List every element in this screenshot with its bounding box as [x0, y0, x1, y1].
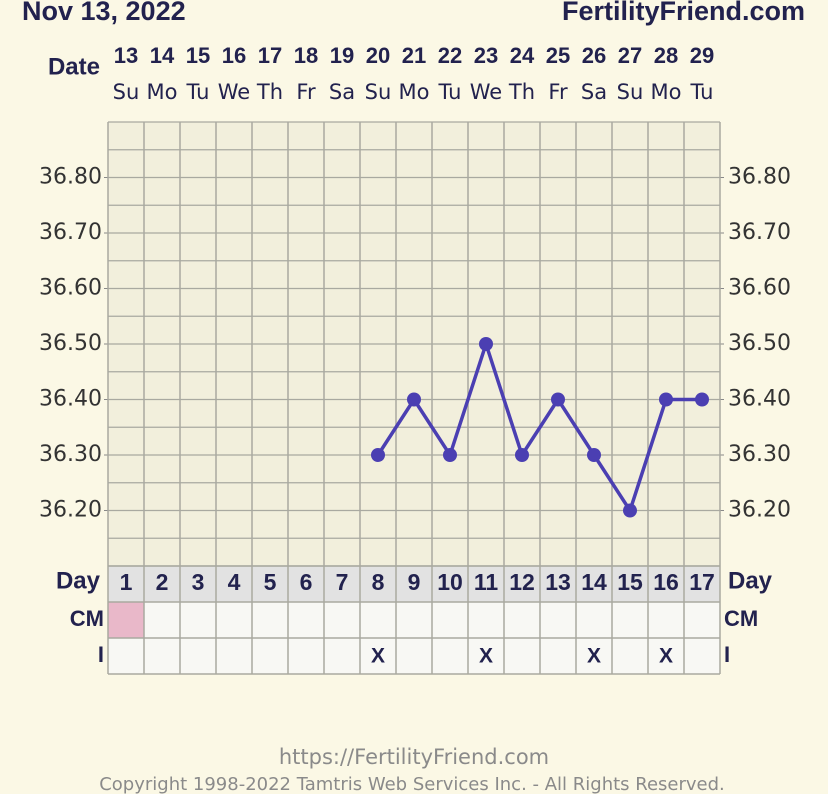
day-label: Day — [728, 567, 773, 594]
site-name: FertilityFriend.com — [562, 0, 805, 26]
temp-point — [407, 392, 421, 407]
weekday-label: Tu — [186, 80, 210, 104]
temp-point — [623, 503, 637, 518]
temp-point — [551, 392, 565, 407]
date-label: 25 — [546, 43, 570, 68]
intercourse-mark: X — [371, 645, 385, 668]
date-label: 29 — [690, 43, 714, 68]
date-label: 28 — [654, 43, 678, 68]
weekday-label: We — [470, 80, 502, 104]
temp-point — [479, 337, 493, 351]
y-tick-label: 36.70 — [728, 220, 791, 245]
day-number: 16 — [653, 569, 679, 595]
date-label: 24 — [510, 43, 535, 68]
day-number: 9 — [408, 569, 421, 595]
weekday-label: Th — [256, 80, 283, 104]
weekday-label: Su — [113, 80, 140, 104]
date-label: 26 — [582, 43, 606, 68]
date-label: 21 — [402, 43, 426, 68]
temp-point — [515, 448, 529, 462]
weekday-label: Mo — [651, 80, 682, 104]
weekday-label: Sa — [581, 80, 607, 104]
day-number: 6 — [300, 569, 313, 595]
day-number: 8 — [372, 569, 385, 595]
day-number: 14 — [581, 569, 607, 595]
weekday-label: Su — [365, 80, 392, 104]
day-number: 13 — [545, 569, 571, 595]
date-label: 27 — [618, 43, 642, 68]
footer-url: https://FertilityFriend.com — [279, 745, 549, 769]
day-row — [108, 566, 720, 602]
weekday-label: Su — [617, 80, 644, 104]
y-tick-label: 36.80 — [728, 165, 791, 190]
intercourse-mark: X — [659, 645, 673, 668]
date-label: 13 — [114, 43, 138, 68]
footer-copyright: Copyright 1998-2022 Tamtris Web Services… — [99, 774, 725, 794]
day-number: 1 — [120, 569, 133, 595]
day-number: 17 — [689, 569, 715, 595]
date-label: 20 — [366, 43, 390, 68]
y-tick-label: 36.50 — [728, 331, 791, 356]
weekday-label: Tu — [438, 80, 462, 104]
weekday-label: Tu — [690, 80, 714, 104]
day-label: Day — [56, 567, 101, 594]
y-tick-label: 36.70 — [39, 220, 102, 245]
date-label: 22 — [438, 43, 462, 68]
cm-label: CM — [70, 606, 104, 631]
intercourse-mark: X — [479, 645, 493, 668]
temp-point — [659, 392, 673, 407]
date-label: 23 — [474, 43, 498, 68]
weekday-label: Fr — [548, 80, 568, 104]
day-number: 10 — [437, 569, 463, 595]
temp-point — [371, 448, 385, 462]
day-number: 15 — [617, 569, 643, 595]
weekday-label: Th — [508, 80, 535, 104]
weekday-label: Fr — [296, 80, 316, 104]
weekday-label: Sa — [329, 80, 355, 104]
y-tick-label: 36.50 — [39, 331, 102, 356]
y-tick-label: 36.80 — [39, 165, 102, 190]
day-number: 2 — [156, 569, 169, 595]
y-tick-label: 36.60 — [728, 276, 791, 301]
day-number: 12 — [509, 569, 535, 595]
date-label: 17 — [258, 43, 282, 68]
date-label: 14 — [150, 43, 175, 68]
day-number: 3 — [192, 569, 205, 595]
day-number: 4 — [228, 569, 241, 595]
cm-label: CM — [724, 606, 758, 631]
y-tick-label: 36.30 — [39, 442, 102, 467]
temp-point — [695, 392, 709, 407]
cm-cell — [108, 602, 144, 638]
day-number: 7 — [336, 569, 349, 595]
i-label: I — [724, 642, 730, 667]
y-tick-label: 36.40 — [39, 387, 102, 412]
weekday-label: Mo — [399, 80, 430, 104]
i-label: I — [98, 642, 104, 667]
y-tick-label: 36.60 — [39, 276, 102, 301]
intercourse-mark: X — [587, 645, 601, 668]
y-tick-label: 36.20 — [39, 498, 102, 523]
chart-title: Nov 13, 2022 — [22, 0, 186, 26]
temp-point — [443, 448, 457, 462]
day-number: 5 — [264, 569, 277, 595]
weekday-label: Mo — [147, 80, 178, 104]
date-label: Date — [48, 53, 100, 80]
temp-point — [587, 448, 601, 462]
y-tick-label: 36.30 — [728, 442, 791, 467]
date-label: 18 — [294, 43, 318, 68]
weekday-label: We — [218, 80, 250, 104]
temp-line — [376, 338, 702, 515]
date-label: 15 — [186, 43, 210, 68]
y-tick-label: 36.20 — [728, 498, 791, 523]
day-number: 11 — [474, 569, 499, 595]
date-label: 19 — [330, 43, 354, 68]
date-label: 16 — [222, 43, 246, 68]
y-tick-label: 36.40 — [728, 387, 791, 412]
